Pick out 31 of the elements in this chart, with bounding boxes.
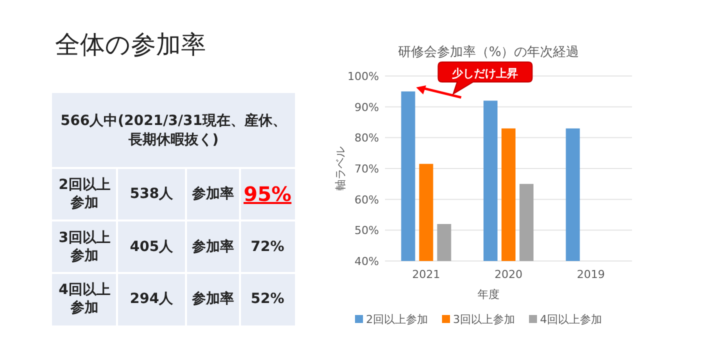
text: 参加率 — [191, 290, 235, 310]
text: 294人 — [128, 290, 174, 310]
text: 52% — [250, 290, 286, 310]
legend-label: 3回以上参加 — [453, 313, 515, 326]
y-tick-label: 40% — [354, 255, 379, 268]
text: 405人 — [128, 238, 174, 257]
legend-label: 2回以上参加 — [366, 313, 428, 326]
y-tick-label: 50% — [354, 224, 379, 238]
text: 538人 — [128, 185, 174, 204]
text: 参加率 — [191, 238, 235, 257]
text: 4回以上参加 — [58, 281, 112, 318]
text: 2回以上参加 — [58, 176, 112, 214]
y-tick-label: 80% — [354, 132, 379, 145]
x-tick-label: 2019 — [576, 268, 605, 281]
text: 3回以上参加 — [58, 228, 112, 266]
y-tick-label: 70% — [354, 162, 379, 176]
y-axis-title: 軸ラベル — [334, 146, 347, 190]
x-tick-label: 2020 — [494, 268, 522, 281]
text: 全体の参加率 — [55, 30, 206, 59]
y-tick-label: 100% — [348, 70, 379, 83]
y-tick-label: 90% — [354, 100, 379, 114]
y-tick-label: 60% — [354, 193, 379, 206]
legend-label: 4回以上参加 — [540, 313, 602, 326]
text: 566人中(2021/3/31現在、産休、長期休暇抜く) — [59, 112, 288, 150]
text: 72% — [250, 238, 286, 257]
text: 参加率 — [191, 184, 235, 204]
text: 95% — [242, 181, 292, 208]
annotation: 少しだけ上昇 — [451, 67, 518, 80]
x-tick-label: 2021 — [412, 268, 440, 281]
x-axis-title: 年度 — [478, 288, 500, 301]
chart-title: 研修会参加率（%）の年次経過 — [398, 44, 580, 60]
